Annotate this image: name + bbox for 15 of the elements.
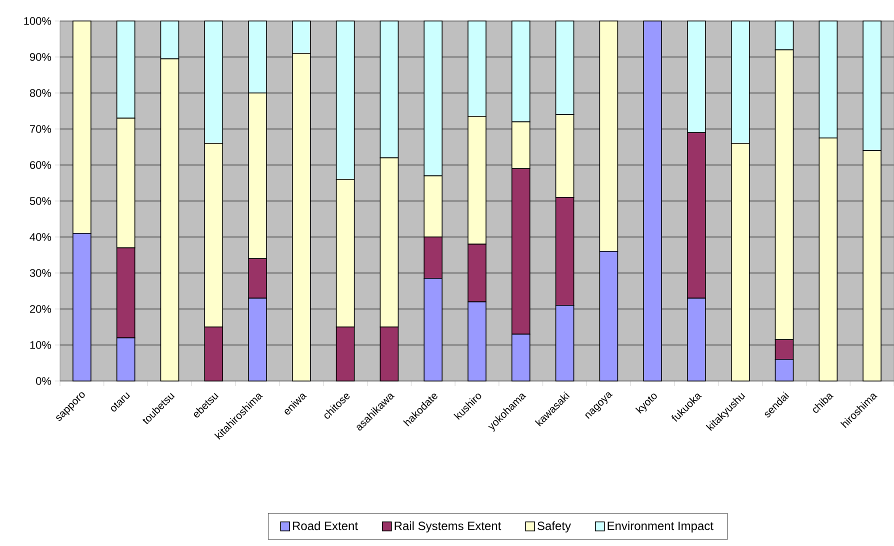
legend-label: Safety bbox=[538, 521, 571, 532]
y-tick-label: 0% bbox=[36, 377, 52, 385]
y-tick-label: 20% bbox=[30, 305, 52, 313]
y-tick-label: 100% bbox=[24, 17, 52, 25]
y-tick-label: 50% bbox=[30, 197, 52, 205]
y-tick-label: 70% bbox=[30, 125, 52, 133]
y-tick-label: 40% bbox=[30, 233, 52, 241]
y-tick-label: 30% bbox=[30, 269, 52, 277]
legend-label: Road Extent bbox=[292, 521, 358, 530]
y-tick-label: 10% bbox=[30, 341, 52, 349]
legend-label: Rail Systems Extent bbox=[394, 521, 502, 532]
y-tick-label: 80% bbox=[30, 89, 52, 97]
y-tick-label: 90% bbox=[30, 53, 52, 61]
y-tick-label: 60% bbox=[30, 161, 52, 169]
legend-label: Environment Impact bbox=[608, 521, 714, 532]
